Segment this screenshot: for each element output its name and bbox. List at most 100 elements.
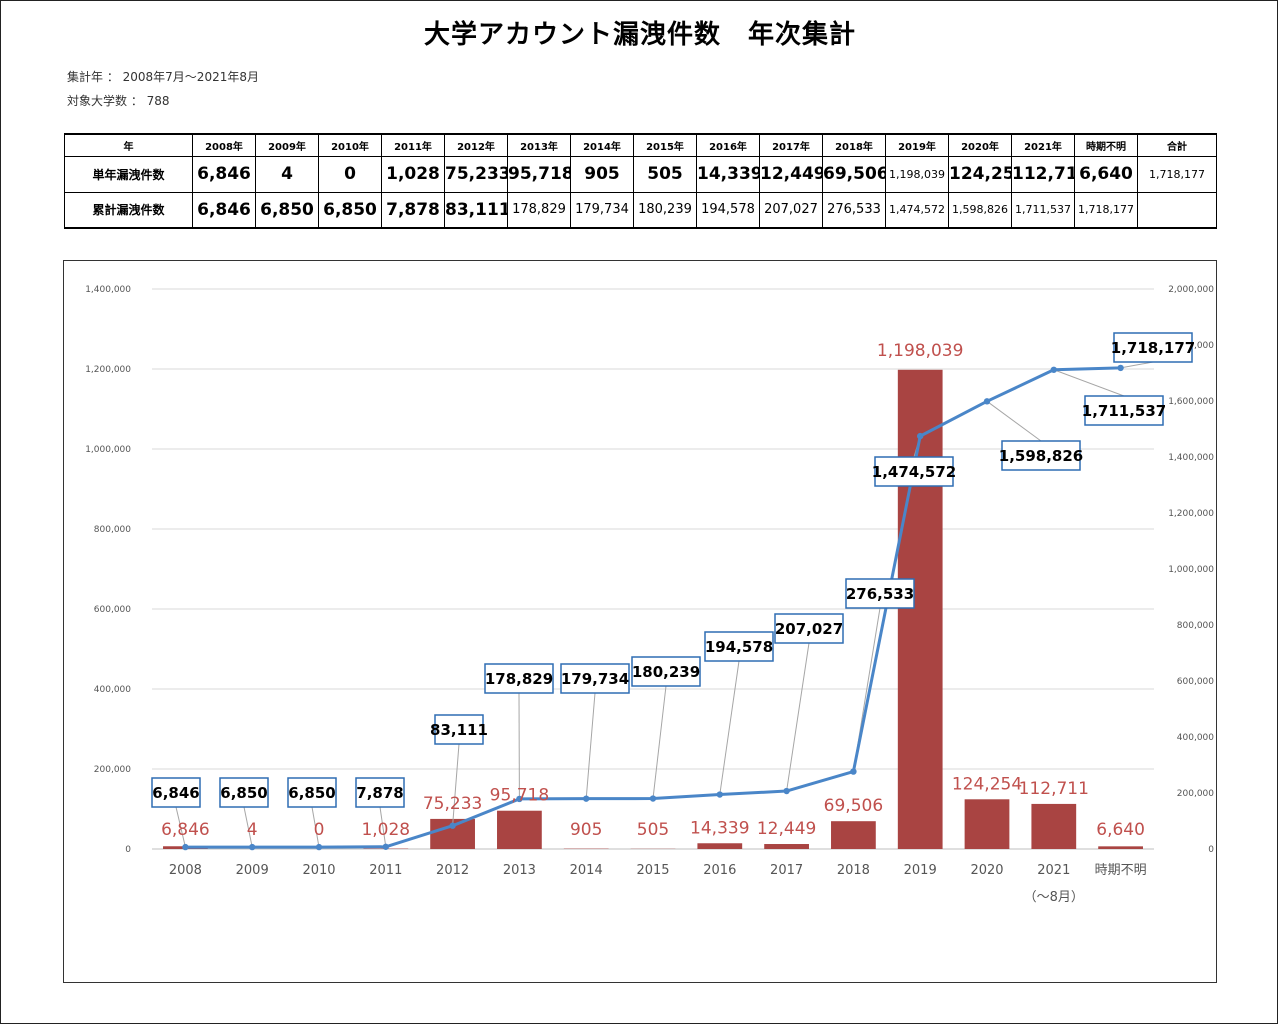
- cumulative-label-text: 1,711,537: [1082, 402, 1166, 420]
- y-right-tick-label: 0: [1208, 845, 1214, 855]
- cumulative-label-text: 1,598,826: [999, 447, 1083, 465]
- table-cell: 6,640: [1074, 155, 1138, 193]
- bar-value-label: 505: [637, 820, 669, 840]
- x-category-label: 2020: [970, 863, 1003, 878]
- table-cell: 75,233: [444, 155, 508, 193]
- table-header-cell: 2019年: [885, 133, 949, 157]
- y-right-tick-label: 2,000,000: [1168, 285, 1214, 295]
- x-category-label: 2015: [636, 863, 669, 878]
- line-point: [850, 768, 857, 775]
- line-point: [249, 843, 256, 851]
- leader-line: [379, 806, 387, 847]
- bar: [497, 810, 542, 849]
- x-category-label: 2008: [169, 863, 202, 878]
- row-label: 単年漏洩件数: [64, 155, 193, 193]
- line-point: [182, 843, 189, 851]
- leader-line: [786, 642, 810, 792]
- y-left-tick-label: 800,000: [94, 525, 131, 535]
- cumulative-label-text: 179,734: [561, 670, 629, 688]
- y-right-tick-label: 1,000,000: [1168, 565, 1214, 575]
- label-box: [219, 777, 269, 808]
- bar: [764, 844, 809, 849]
- cumulative-value-label: 6,850: [287, 777, 337, 808]
- bar: [831, 821, 876, 849]
- y-left-tick-label: 0: [125, 845, 131, 855]
- cumulative-value-label: 178,829: [484, 663, 554, 694]
- cumulative-label-text: 276,533: [846, 585, 914, 603]
- leader-line: [175, 806, 186, 848]
- line-point: [716, 791, 723, 798]
- combo-chart: 0 200,000 400,000 600,000 800,000 1,000,000 1,…: [85, 285, 1214, 905]
- x-category-label: 2012: [436, 863, 469, 878]
- table-header-cell: 2011年: [381, 133, 445, 157]
- cumulative-value-label: 83,111: [430, 714, 488, 745]
- table-cell: 7,878: [381, 191, 445, 229]
- label-box: [774, 613, 844, 644]
- table-header-cell: 2010年: [318, 133, 382, 157]
- table-cell: 905: [570, 155, 634, 193]
- table-cell: 178,829: [507, 191, 571, 229]
- table-cell: 1,474,572: [885, 191, 949, 229]
- bar-value-label: 6,846: [161, 820, 210, 840]
- x-category-label: 2011: [369, 863, 402, 878]
- leader-line: [311, 806, 320, 848]
- period-text: 集計年 ： 2008年7月～2021年8月: [67, 70, 259, 84]
- leader-line: [452, 743, 460, 826]
- cumulative-value-label: 7,878: [355, 777, 405, 808]
- bar: [1098, 846, 1143, 849]
- table-cell: 1,198,039: [885, 155, 949, 193]
- cumulative-value-label: 207,027: [774, 613, 844, 644]
- cumulative-label-text: 1,718,177: [1111, 339, 1195, 357]
- table-cell: 6,850: [318, 191, 382, 229]
- label-box: [287, 777, 337, 808]
- cumulative-value-label: 1,598,826: [999, 440, 1083, 471]
- cumulative-value-label: 6,850: [219, 777, 269, 808]
- cumulative-label-text: 6,850: [288, 784, 335, 802]
- line-point: [649, 795, 657, 802]
- bar-value-label: 6,640: [1096, 820, 1145, 840]
- table-cell: 6,846: [192, 155, 256, 193]
- table-header-row: 年 2008年 2009年 2010年 2011年 2012年 2013年 2014年 201…: [64, 133, 1217, 157]
- line-point: [917, 432, 924, 440]
- bar-value-label: 124,254: [952, 774, 1022, 794]
- table-cell: 6,846: [192, 191, 256, 229]
- table-header-cell: 2009年: [255, 133, 319, 157]
- cumulative-value-label: 179,734: [560, 663, 630, 694]
- x-category-label: 2018: [837, 863, 870, 878]
- table-cell: 83,111: [444, 191, 508, 229]
- line-point: [1117, 364, 1124, 372]
- table-cell: 505: [633, 155, 697, 193]
- y-right-tick-label: 400,000: [1177, 733, 1214, 743]
- table-cell: 95,718: [507, 155, 571, 193]
- table-cell: 1,711,537: [1011, 191, 1075, 229]
- label-box: [355, 777, 405, 808]
- cumulative-label-text: 207,027: [775, 620, 843, 638]
- cumulative-label-text: 7,878: [356, 784, 403, 802]
- y-left-tick-label: 200,000: [94, 765, 131, 775]
- table-header-cell: 合計: [1137, 133, 1217, 157]
- y-right-tick-label: 200,000: [1177, 789, 1214, 799]
- x-category-label: 2014: [570, 863, 603, 878]
- line-point: [449, 822, 456, 829]
- table-header-cell: 2012年: [444, 133, 508, 157]
- y-right-tick-label: 1,400,000: [1168, 453, 1214, 463]
- table-cell: [1137, 191, 1217, 229]
- bar-value-label: 1,028: [361, 820, 410, 840]
- summary-table: 年 2008年 2009年 2010年 2011年 2012年 2013年 2014年 201…: [64, 133, 1217, 229]
- table-cell: 14,339: [696, 155, 760, 193]
- page-title: 大学アカウント漏洩件数 年次集計: [423, 20, 856, 50]
- table-header-cell: 2013年: [507, 133, 571, 157]
- table-row-cumulative: 累計漏洩件数 6,846 6,850 6,850 7,878 83,111 178,829…: [64, 191, 1217, 229]
- table-header-cell: 2008年: [192, 133, 256, 157]
- line-point: [382, 843, 389, 850]
- label-box: [631, 656, 701, 687]
- label-box: [1113, 332, 1193, 363]
- y-left-tick-label: 400,000: [94, 685, 131, 695]
- leader-lines: [175, 361, 1154, 848]
- university-count-text: 対象大学数 ： 788: [67, 94, 170, 108]
- cumulative-label-text: 6,846: [152, 784, 199, 802]
- cumulative-label-text: 178,829: [485, 670, 553, 688]
- cumulative-label-text: 1,474,572: [872, 463, 956, 481]
- y-left-tick-label: 600,000: [94, 605, 131, 615]
- table-header-cell: 2021年: [1011, 133, 1075, 157]
